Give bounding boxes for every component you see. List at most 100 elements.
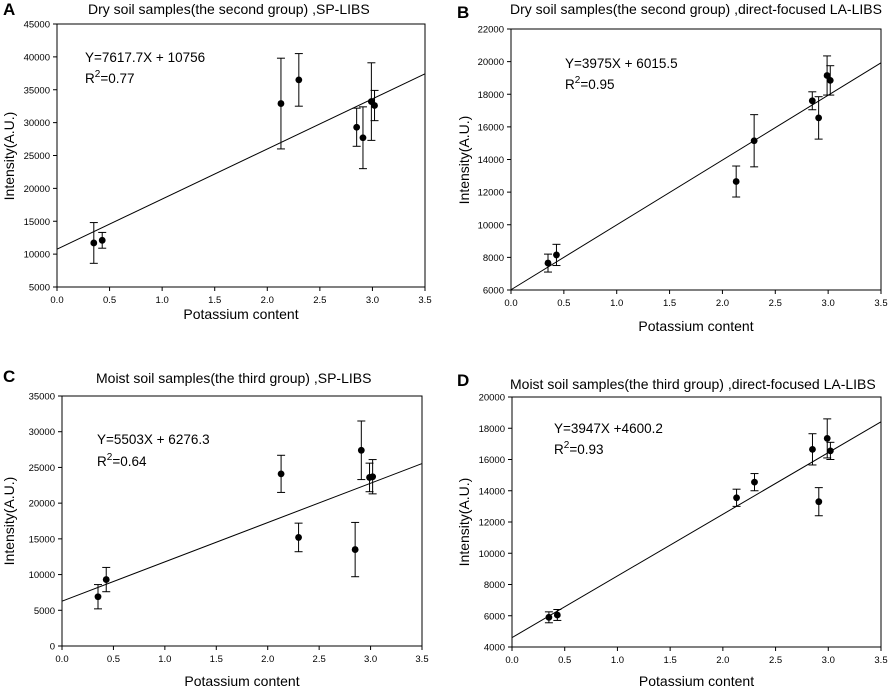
panel-d-y-tick-label: 4000 — [484, 643, 505, 654]
panel-c-data-point — [102, 576, 110, 583]
panel-b: B Dry soil samples(the second group) ,dir… — [456, 1, 888, 334]
panel-d-x-tick-label: 3.5 — [874, 655, 887, 666]
panel-a: A Dry soil samples(the second group) ,SP-… — [1, 0, 432, 322]
panel-d-y-tick-label: 16000 — [479, 455, 505, 466]
panel-c-x-tick-label: 0.5 — [107, 654, 120, 665]
panel-c-y-tick-label: 30000 — [29, 427, 55, 438]
panel-c-y-tick-label: 25000 — [29, 463, 55, 474]
panel-b-data-point — [815, 114, 823, 122]
panel-c-data-point — [295, 534, 302, 541]
panel-b-x-tick-label: 2.0 — [716, 298, 729, 309]
panel-b-x-tick-label: 1.0 — [610, 298, 623, 309]
panel-d-data-point — [826, 447, 834, 455]
panel-a-letter: A — [3, 0, 15, 19]
panel-c-data-point — [94, 593, 102, 601]
panel-d-y-tick-label: 18000 — [479, 424, 505, 435]
panel-d-x-tick-label: 1.5 — [664, 655, 677, 666]
panel-d-x-axis-label: Potassium content — [639, 673, 754, 689]
panel-b-y-axis-label: Intensity(A.U.) — [456, 116, 472, 205]
panel-d-data-point — [553, 611, 561, 619]
panel-a-y-tick-label: 25000 — [24, 151, 50, 162]
panel-b-x-tick-label: 3.5 — [874, 298, 887, 309]
panel-c-r-squared: R2=0.64 — [97, 452, 147, 469]
panel-c-y-tick-label: 15000 — [29, 534, 55, 545]
panel-b-equation: Y=3975X + 6015.5 — [565, 56, 678, 71]
panel-d-title: Moist soil samples(the third group) ,dir… — [510, 376, 876, 392]
panel-a-x-tick-label: 1.5 — [208, 295, 221, 306]
panel-c-letter: C — [3, 367, 15, 386]
panel-b-y-tick-label: 8000 — [483, 253, 504, 264]
panel-d-y-tick-label: 14000 — [479, 486, 505, 497]
panel-b-data-point — [732, 178, 740, 185]
panel-a-y-axis-label: Intensity(A.U.) — [1, 112, 17, 201]
panel-d-x-tick-label: 0.0 — [505, 655, 518, 666]
panel-b-data-point — [544, 259, 552, 267]
panel-b-y-tick-label: 22000 — [478, 25, 504, 36]
panel-d-data-point — [823, 435, 831, 442]
panel-b-fit-line — [510, 62, 882, 291]
panel-b-y-tick-label: 14000 — [478, 155, 504, 166]
panel-a-r-squared: R2=0.77 — [85, 69, 134, 86]
panel-c-equation: Y=5503X + 6276.3 — [97, 432, 210, 447]
panel-a-fit-line — [56, 73, 426, 250]
panel-a-x-tick-label: 1.0 — [156, 295, 169, 306]
panel-c-fit-line — [61, 463, 423, 602]
panel-b-data-point — [750, 137, 758, 145]
panel-d-y-tick-label: 8000 — [484, 580, 505, 591]
panel-c-data-point — [277, 470, 285, 478]
panel-d-equation: Y=3947X +4600.2 — [554, 421, 663, 436]
panel-b-x-tick-label: 1.5 — [663, 298, 676, 309]
panel-c-y-tick-label: 10000 — [29, 570, 55, 581]
panel-b-y-tick-label: 6000 — [483, 286, 504, 297]
panel-c: C Moist soil samples(the third group) ,SP… — [1, 367, 429, 689]
panel-c-y-axis-label: Intensity(A.U.) — [1, 477, 17, 566]
panel-a-data-point — [353, 123, 361, 131]
panel-c-x-tick-label: 3.5 — [415, 654, 428, 665]
panel-c-data-point — [351, 546, 359, 553]
panel-a-y-tick-label: 45000 — [24, 20, 50, 31]
panel-c-x-tick-label: 0.0 — [55, 654, 68, 665]
panel-a-title: Dry soil samples(the second group) ,SP-L… — [88, 1, 370, 17]
panel-a-data-point — [359, 134, 367, 142]
panel-d-x-tick-label: 2.0 — [716, 655, 729, 666]
panel-b-x-tick-label: 3.0 — [822, 298, 835, 309]
panel-a-x-tick-label: 2.0 — [261, 295, 274, 306]
panel-b-y-tick-label: 12000 — [478, 188, 504, 199]
panel-d-data-point — [809, 445, 816, 453]
panel-c-x-tick-label: 2.0 — [261, 654, 274, 665]
panel-a-x-tick-label: 0.0 — [50, 295, 63, 306]
panel-b-x-axis-label: Potassium content — [638, 318, 753, 334]
panel-c-title: Moist soil samples(the third group) ,SP-… — [96, 370, 371, 386]
panel-c-plot-frame — [61, 395, 423, 647]
panel-b-data-point — [553, 251, 560, 259]
panel-c-x-axis-label: Potassium content — [184, 673, 299, 689]
panel-c-y-tick-label: 20000 — [29, 499, 55, 510]
panel-d-data-point — [751, 478, 758, 486]
panel-d-x-tick-label: 1.0 — [611, 655, 624, 666]
panel-a-data-point — [295, 76, 303, 84]
panel-c-data-point — [357, 446, 365, 454]
panel-d-x-tick-label: 0.5 — [558, 655, 571, 666]
panel-a-x-axis-label: Potassium content — [183, 306, 298, 322]
panel-b-x-tick-label: 2.5 — [769, 298, 782, 309]
panel-b-r-squared: R2=0.95 — [565, 75, 614, 92]
panel-a-y-tick-label: 40000 — [24, 52, 50, 63]
panel-d-x-tick-label: 3.0 — [822, 655, 835, 666]
panel-d: D Moist soil samples(the third group) ,di… — [456, 371, 888, 689]
panel-b-x-tick-label: 0.5 — [557, 298, 570, 309]
panel-d-y-axis-label: Intensity(A.U.) — [456, 478, 472, 567]
panel-d-letter: D — [457, 371, 469, 390]
panel-a-data-point — [277, 100, 285, 107]
panel-b-y-tick-label: 20000 — [478, 57, 504, 68]
panel-d-data-point — [733, 494, 740, 502]
panel-b-data-point — [826, 76, 834, 84]
panel-d-data-point — [545, 613, 553, 621]
panel-a-data-point — [371, 102, 378, 109]
panel-c-x-tick-label: 1.0 — [158, 654, 171, 665]
panel-a-x-tick-label: 0.5 — [103, 295, 116, 306]
panel-d-y-tick-label: 6000 — [484, 611, 505, 622]
panel-b-y-tick-label: 10000 — [478, 220, 504, 231]
panel-c-y-tick-label: 35000 — [29, 392, 55, 403]
